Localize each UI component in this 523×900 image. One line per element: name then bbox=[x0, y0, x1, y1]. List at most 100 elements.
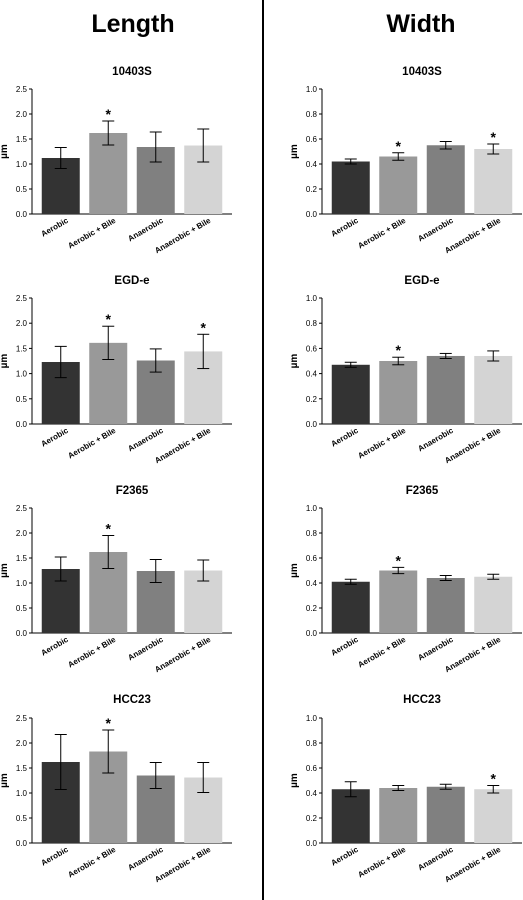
x-tick-label: Aerobic bbox=[39, 635, 70, 658]
x-tick-label: Aerobic + Bile bbox=[66, 216, 117, 251]
y-tick-label: 1.0 bbox=[16, 370, 28, 379]
y-tick-label: 0.4 bbox=[306, 789, 318, 798]
chart-title: 10403S bbox=[402, 66, 442, 78]
bar bbox=[331, 364, 370, 424]
bar bbox=[379, 361, 418, 424]
chart-title: F2365 bbox=[116, 485, 149, 497]
y-tick-label: 1.0 bbox=[16, 160, 28, 169]
y-tick-label: 0.0 bbox=[16, 420, 28, 429]
bar bbox=[331, 161, 370, 214]
y-axis-label: µm bbox=[0, 354, 10, 369]
significance-marker: * bbox=[396, 138, 402, 154]
y-tick-label: 2.0 bbox=[16, 739, 28, 748]
y-axis-label: µm bbox=[289, 354, 300, 369]
x-tick-label: Aerobic + Bile bbox=[66, 635, 117, 670]
x-tick-label: Anaerobic bbox=[126, 635, 165, 663]
bar bbox=[426, 786, 465, 843]
y-tick-label: 0.0 bbox=[306, 839, 318, 848]
width-column-title: Width bbox=[386, 10, 456, 38]
y-tick-label: 0.0 bbox=[306, 420, 318, 429]
bar bbox=[331, 789, 370, 843]
x-tick-label: Aerobic + Bile bbox=[66, 426, 117, 461]
y-axis-label: µm bbox=[289, 144, 300, 159]
y-tick-label: 2.0 bbox=[16, 110, 28, 119]
significance-marker: * bbox=[491, 129, 497, 145]
x-tick-label: Anaerobic bbox=[126, 426, 165, 454]
y-tick-label: 0.0 bbox=[306, 210, 318, 219]
chart-title: HCC23 bbox=[113, 694, 151, 706]
y-tick-label: 1.5 bbox=[16, 135, 28, 144]
chart-title: EGD-e bbox=[404, 275, 439, 287]
y-tick-label: 2.5 bbox=[16, 504, 28, 513]
length-column-title: Length bbox=[91, 10, 175, 38]
bar bbox=[379, 788, 418, 843]
y-tick-label: 2.5 bbox=[16, 714, 28, 723]
y-tick-label: 0.6 bbox=[306, 554, 318, 563]
x-tick-label: Aerobic + Bile bbox=[356, 845, 407, 880]
y-tick-label: 0.2 bbox=[306, 395, 318, 404]
chart-7: HCC23 µm 0.0 0.5 1.0 1.5 2.0 2.5 Aerobic * Aerobic… bbox=[0, 694, 232, 884]
y-tick-label: 0.2 bbox=[306, 185, 318, 194]
y-tick-label: 2.5 bbox=[16, 294, 28, 303]
x-tick-label: Anaerobic bbox=[416, 635, 455, 663]
significance-marker: * bbox=[396, 342, 402, 358]
bar bbox=[379, 570, 418, 633]
y-axis-label: µm bbox=[0, 144, 10, 159]
y-tick-label: 0.8 bbox=[306, 529, 318, 538]
y-tick-label: 0.2 bbox=[306, 814, 318, 823]
y-tick-label: 0.6 bbox=[306, 135, 318, 144]
y-tick-label: 0.6 bbox=[306, 344, 318, 353]
x-tick-label: Anaerobic bbox=[416, 216, 455, 244]
bar bbox=[89, 133, 128, 214]
y-tick-label: 2.5 bbox=[16, 85, 28, 94]
x-tick-label: Aerobic bbox=[39, 845, 70, 868]
y-tick-label: 1.5 bbox=[16, 344, 28, 353]
y-tick-label: 2.0 bbox=[16, 319, 28, 328]
y-tick-label: 2.0 bbox=[16, 529, 28, 538]
chart-title: F2365 bbox=[406, 485, 439, 497]
y-tick-label: 0.0 bbox=[16, 629, 28, 638]
y-tick-label: 1.5 bbox=[16, 764, 28, 773]
y-tick-label: 1.0 bbox=[306, 294, 318, 303]
y-tick-label: 0.5 bbox=[16, 814, 28, 823]
y-tick-label: 0.0 bbox=[306, 629, 318, 638]
significance-marker: * bbox=[201, 319, 207, 335]
y-tick-label: 0.8 bbox=[306, 110, 318, 119]
y-tick-label: 0.5 bbox=[16, 185, 28, 194]
x-tick-label: Aerobic + Bile bbox=[356, 635, 407, 670]
bar bbox=[331, 581, 370, 633]
y-axis-label: µm bbox=[0, 563, 10, 578]
y-tick-label: 1.0 bbox=[306, 714, 318, 723]
x-tick-label: Aerobic bbox=[329, 845, 360, 868]
chart-title: EGD-e bbox=[114, 275, 149, 287]
y-tick-label: 0.4 bbox=[306, 579, 318, 588]
bar bbox=[474, 789, 513, 843]
y-tick-label: 0.2 bbox=[306, 604, 318, 613]
chart-6: F2365 µm 0.0 0.2 0.4 0.6 0.8 1.0 Aerobic * Aerobic… bbox=[289, 485, 522, 674]
chart-4: EGD-e µm 0.0 0.2 0.4 0.6 0.8 1.0 Aerobic * Aerobic… bbox=[289, 275, 522, 465]
y-tick-label: 0.6 bbox=[306, 764, 318, 773]
y-tick-label: 0.0 bbox=[16, 210, 28, 219]
y-tick-label: 0.8 bbox=[306, 739, 318, 748]
y-tick-label: 0.5 bbox=[16, 604, 28, 613]
x-tick-label: Anaerobic bbox=[416, 426, 455, 454]
y-tick-label: 1.0 bbox=[306, 85, 318, 94]
x-tick-label: Aerobic + Bile bbox=[356, 216, 407, 251]
bar bbox=[474, 355, 513, 424]
bar bbox=[474, 576, 513, 633]
x-tick-label: Anaerobic bbox=[416, 845, 455, 873]
x-tick-label: Aerobic + Bile bbox=[356, 426, 407, 461]
x-tick-label: Aerobic bbox=[39, 426, 70, 449]
bar bbox=[426, 355, 465, 424]
y-tick-label: 1.0 bbox=[16, 579, 28, 588]
chart-5: F2365 µm 0.0 0.5 1.0 1.5 2.0 2.5 Aerobic * Aerobic… bbox=[0, 485, 232, 674]
bar bbox=[474, 149, 513, 214]
y-tick-label: 0.8 bbox=[306, 319, 318, 328]
y-tick-label: 0.4 bbox=[306, 160, 318, 169]
significance-marker: * bbox=[106, 521, 112, 537]
y-tick-label: 1.0 bbox=[306, 504, 318, 513]
x-tick-label: Anaerobic bbox=[126, 845, 165, 873]
bar bbox=[426, 578, 465, 633]
x-tick-label: Aerobic bbox=[329, 216, 360, 239]
